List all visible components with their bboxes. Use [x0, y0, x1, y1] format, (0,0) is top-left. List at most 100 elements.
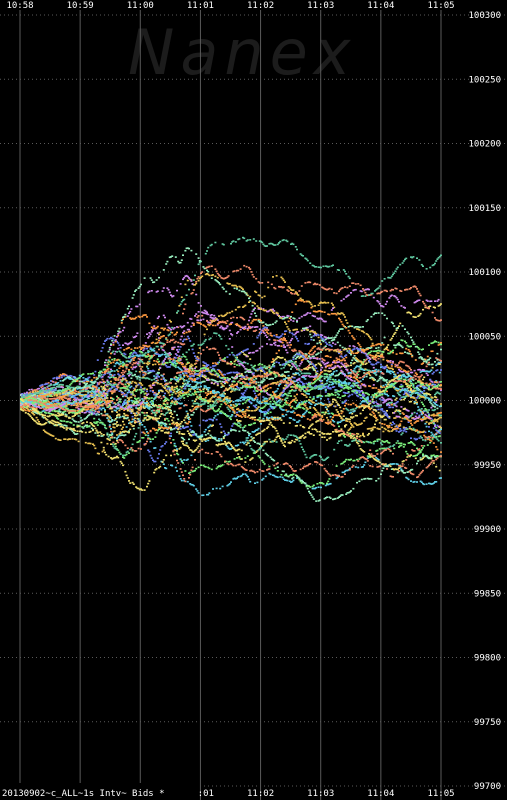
- quote-point: [51, 393, 54, 395]
- quote-point: [250, 364, 253, 366]
- quote-point: [276, 345, 279, 347]
- quote-point: [126, 400, 129, 402]
- quote-point: [296, 331, 298, 333]
- quote-point: [386, 364, 388, 367]
- quote-point: [237, 420, 240, 423]
- quote-point: [99, 397, 102, 399]
- quote-point: [294, 397, 297, 399]
- quote-point: [320, 486, 322, 489]
- quote-point: [136, 376, 139, 378]
- quote-point: [87, 377, 90, 379]
- quote-point: [270, 424, 273, 426]
- quote-point: [69, 374, 72, 377]
- quote-point: [113, 374, 116, 376]
- quote-point: [294, 246, 297, 248]
- quote-point: [410, 345, 412, 348]
- quote-point: [106, 364, 109, 367]
- quote-point: [344, 392, 346, 394]
- quote-point: [173, 386, 176, 389]
- quote-point: [167, 334, 170, 337]
- quote-point: [44, 383, 46, 386]
- quote-point: [286, 289, 289, 291]
- quote-point: [419, 431, 422, 433]
- quote-point: [279, 393, 282, 395]
- quote-point: [336, 341, 339, 344]
- quote-point: [100, 381, 103, 384]
- quote-point: [62, 405, 64, 408]
- quote-point: [165, 338, 168, 340]
- quote-point: [330, 412, 333, 415]
- quote-point: [278, 285, 280, 288]
- quote-point: [186, 430, 189, 432]
- quote-point: [264, 367, 267, 370]
- quote-point: [214, 324, 217, 327]
- quote-point: [300, 359, 303, 362]
- quote-point: [242, 288, 244, 291]
- quote-point: [404, 289, 406, 291]
- quote-point: [263, 390, 266, 393]
- quote-point: [381, 415, 384, 417]
- quote-point: [285, 384, 288, 386]
- quote-point: [352, 434, 355, 437]
- quote-point: [354, 384, 357, 387]
- quote-point: [258, 282, 261, 284]
- quote-point: [365, 358, 368, 361]
- quote-point: [411, 424, 414, 426]
- quote-point: [384, 463, 387, 465]
- quote-point: [330, 374, 333, 376]
- quote-point: [370, 292, 373, 295]
- quote-point: [422, 308, 424, 311]
- quote-point: [338, 290, 340, 293]
- quote-point: [370, 376, 373, 379]
- quote-point: [338, 385, 340, 387]
- quote-point: [92, 428, 94, 431]
- quote-point: [146, 377, 148, 379]
- quote-point: [396, 343, 399, 345]
- quote-point: [194, 284, 196, 286]
- quote-point: [117, 386, 120, 388]
- quote-point: [388, 430, 391, 433]
- quote-point: [201, 375, 204, 377]
- quote-point: [142, 344, 145, 347]
- quote-point: [366, 347, 369, 349]
- quote-point: [407, 372, 410, 375]
- quote-point: [395, 442, 398, 444]
- quote-point: [125, 402, 128, 404]
- quote-point: [370, 345, 373, 348]
- quote-point: [51, 434, 54, 437]
- quote-point: [96, 452, 99, 455]
- quote-point: [224, 373, 226, 376]
- quote-point: [274, 374, 277, 376]
- quote-point: [23, 405, 26, 408]
- quote-point: [106, 361, 109, 364]
- quote-point: [394, 287, 397, 290]
- quote-point: [143, 489, 146, 491]
- quote-point: [201, 381, 204, 383]
- quote-point: [84, 379, 87, 381]
- quote-point: [214, 410, 217, 413]
- quote-point: [182, 462, 184, 464]
- quote-point: [155, 405, 158, 407]
- quote-point: [236, 457, 238, 459]
- quote-point: [251, 273, 254, 276]
- quote-point: [164, 392, 166, 395]
- quote-point: [309, 281, 312, 284]
- quote-point: [34, 393, 37, 396]
- quote-point: [413, 480, 416, 483]
- quote-point: [221, 464, 224, 466]
- quote-point: [88, 376, 91, 379]
- quote-point: [183, 308, 186, 310]
- quote-point: [282, 279, 285, 282]
- quote-point: [137, 315, 140, 318]
- quote-point: [56, 395, 58, 397]
- quote-point: [57, 438, 60, 441]
- quote-point: [377, 352, 380, 354]
- quote-point: [356, 365, 358, 367]
- quote-point: [204, 375, 207, 378]
- quote-point: [177, 345, 180, 348]
- quote-point: [87, 391, 90, 393]
- quote-point: [160, 345, 163, 348]
- quote-point: [263, 419, 266, 422]
- quote-point: [102, 446, 105, 449]
- quote-point: [308, 367, 310, 369]
